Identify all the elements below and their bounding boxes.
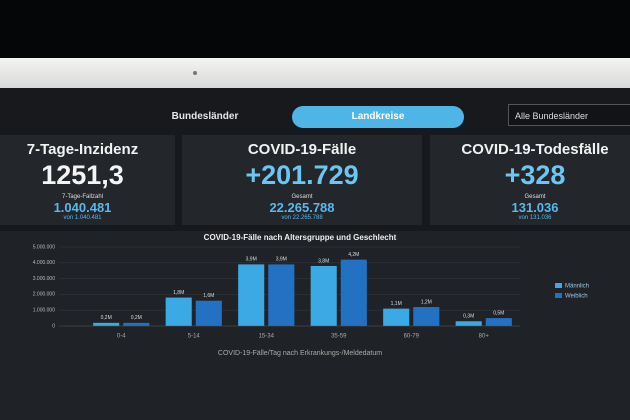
- card-title: COVID-19-Fälle: [247, 141, 357, 158]
- camera: [193, 71, 197, 75]
- card-sub-note: von 131.036: [518, 215, 552, 221]
- x-tick-label: 5-14: [188, 334, 201, 340]
- legend-swatch: [555, 293, 562, 298]
- bar: [195, 300, 222, 326]
- value-label: 0,5M: [493, 310, 504, 316]
- y-tick-label: 1.000.000: [33, 308, 55, 314]
- dashboard: Bundesländer Landkreise Alle Bundeslände…: [0, 88, 630, 420]
- card-title: COVID-19-Todesfälle: [461, 141, 609, 158]
- card-sub-label: Gesamt: [291, 194, 313, 200]
- x-tick-label: 0-4: [117, 334, 126, 340]
- bar: [455, 321, 482, 326]
- value-label: 1,2M: [421, 299, 432, 305]
- card-sub-value: 22.265.788: [269, 200, 335, 215]
- card-title: 7-Tage-Inzidenz: [26, 141, 139, 158]
- monitor-bezel: [0, 58, 630, 88]
- card-value: +201.729: [245, 160, 359, 190]
- legend-swatch: [555, 283, 562, 288]
- bar: [238, 264, 265, 326]
- value-label: 1,6M: [203, 293, 214, 299]
- tab-active[interactable]: Landkreise: [292, 106, 464, 128]
- tab[interactable]: Bundesländer: [171, 111, 239, 122]
- value-label: 3,8M: [318, 258, 329, 264]
- value-label: 3,9M: [276, 257, 287, 263]
- value-label: 4,2M: [348, 252, 359, 258]
- value-label: 0,3M: [463, 314, 474, 320]
- y-tick-label: 0: [52, 323, 55, 329]
- bar: [123, 322, 150, 326]
- x-tick-label: 15-34: [259, 334, 275, 340]
- card-sub-label: 7-Tage-Fallzahl: [61, 194, 104, 200]
- kpi-card: 7-Tage-Inzidenz 1251,3 7-Tage-Fallzahl 1.04…: [0, 135, 175, 225]
- value-label: 0,2M: [131, 315, 142, 321]
- y-tick-label: 5.000.000: [33, 244, 55, 250]
- card-sub-value: 131.036: [511, 200, 559, 215]
- chart-panel: COVID-19-Fälle nach Altersgruppe und Ges…: [0, 231, 630, 420]
- value-label: 1,8M: [173, 290, 184, 296]
- y-tick-label: 4.000.000: [33, 260, 55, 266]
- card-sub-label: Gesamt: [524, 194, 546, 200]
- second-chart-title: COVID-19-Fälle/Tag nach Erkrankungs-/Mel…: [218, 350, 382, 357]
- card-sub-note: von 1.040.481: [63, 215, 102, 221]
- bar: [165, 297, 192, 326]
- card-sub-note: von 22.265.788: [281, 215, 323, 221]
- card-value: 1251,3: [41, 160, 124, 190]
- legend-label: Männlich: [565, 284, 589, 290]
- bar: [413, 307, 440, 326]
- bar: [485, 318, 512, 326]
- x-tick-label: 35-59: [331, 334, 347, 340]
- card-sub-value: 1.040.481: [53, 200, 112, 215]
- card-value: +328: [504, 160, 566, 190]
- chart-title: COVID-19-Fälle nach Altersgruppe und Ges…: [204, 233, 397, 242]
- dropdown[interactable]: Alle Bundesländer: [508, 104, 630, 126]
- bar: [310, 265, 337, 326]
- bar: [93, 322, 120, 326]
- x-tick-label: 60-79: [404, 334, 420, 340]
- kpi-card: COVID-19-Todesfälle +328 Gesamt 131.036 von …: [430, 135, 630, 225]
- kpi-card: COVID-19-Fälle +201.729 Gesamt 22.265.788 vo…: [182, 135, 422, 225]
- value-label: 3,9M: [246, 257, 257, 263]
- x-tick-label: 80+: [479, 334, 490, 340]
- bar: [268, 264, 295, 326]
- legend-label: Weiblich: [565, 294, 588, 300]
- y-tick-label: 2.000.000: [33, 292, 55, 298]
- value-label: 1,1M: [391, 301, 402, 307]
- y-tick-label: 3.000.000: [33, 276, 55, 282]
- chart: COVID-19-Fälle nach Altersgruppe und Ges…: [33, 233, 589, 357]
- value-label: 0,2M: [101, 315, 112, 321]
- bar: [340, 259, 367, 326]
- bar: [383, 308, 410, 326]
